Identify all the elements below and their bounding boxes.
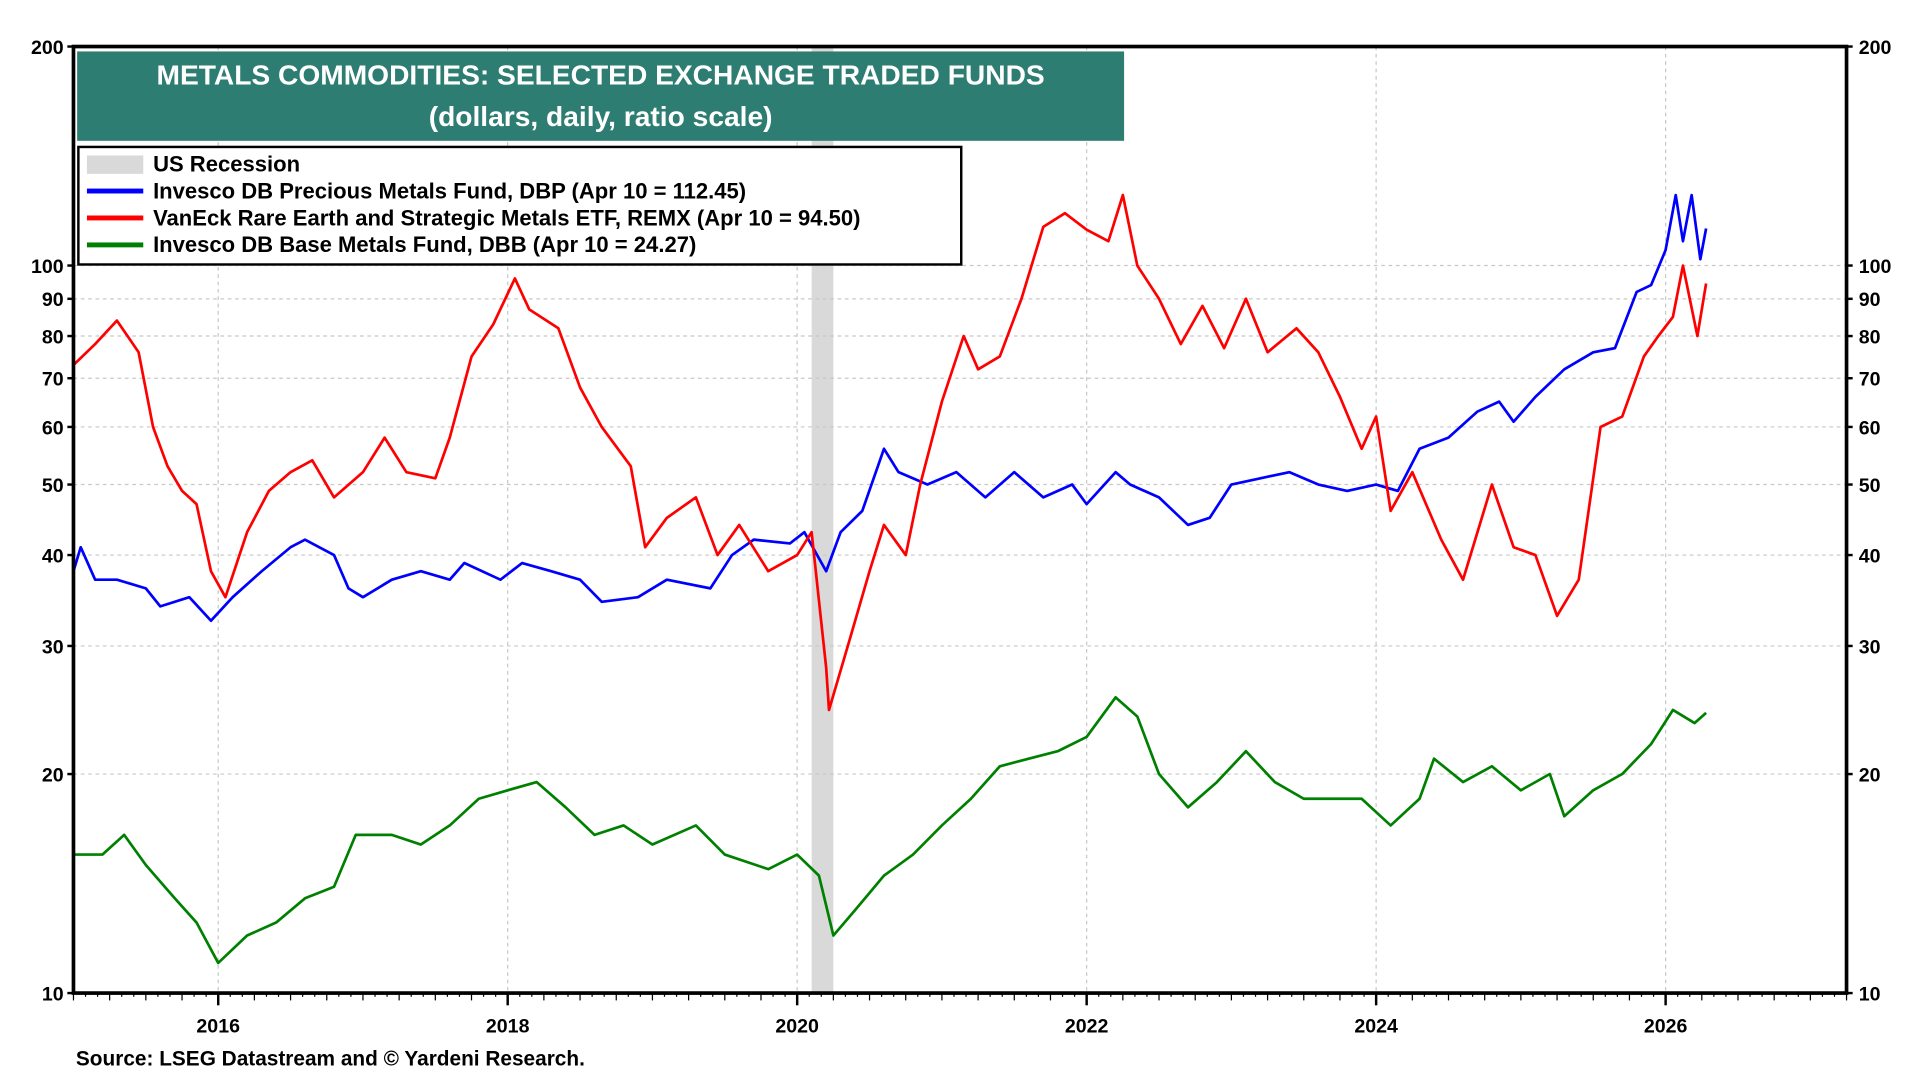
x-tick-label: 2016 [196, 1015, 240, 1037]
y-tick-label-left: 20 [42, 764, 64, 786]
x-tick-label: 2020 [775, 1015, 819, 1037]
y-tick-label-right: 200 [1859, 37, 1892, 59]
y-tick-label-right: 90 [1859, 289, 1881, 311]
plot-frame [71, 44, 1849, 995]
legend-label: Invesco DB Precious Metals Fund, DBP (Ap… [153, 178, 747, 203]
y-tick-label-left: 200 [31, 37, 64, 59]
chart-title: METALS COMMODITIES: SELECTED EXCHANGE TR… [156, 58, 1045, 91]
dbb-line [73, 696, 1707, 965]
legend-label: US Recession [153, 151, 301, 176]
source-note: Source: LSEG Datastream and © Yardeni Re… [75, 1046, 585, 1071]
x-tick-label: 2026 [1644, 1015, 1688, 1037]
y-tick-label-right: 20 [1859, 764, 1881, 786]
y-tick-label-left: 40 [42, 545, 64, 567]
y-tick-label-left: 80 [42, 326, 64, 348]
legend-item-dbp: Invesco DB Precious Metals Fund, DBP (Ap… [86, 178, 747, 205]
legend-label: VanEck Rare Earth and Strategic Metals E… [153, 205, 861, 230]
dbp-line [72, 193, 1708, 623]
y-tick-label-right: 40 [1859, 545, 1881, 567]
dbb-swatch [86, 242, 144, 248]
recession-swatch [86, 154, 144, 174]
x-tick-label: 2022 [1065, 1015, 1109, 1037]
y-tick-label-left: 90 [42, 289, 64, 311]
y-tick-label-right: 80 [1859, 326, 1881, 348]
y-tick-label-right: 50 [1859, 475, 1881, 497]
legend: US Recession Invesco DB Precious Metals … [77, 145, 963, 266]
y-tick-label-left: 50 [42, 475, 64, 497]
x-tick-label: 2024 [1354, 1015, 1398, 1037]
y-tick-label-left: 70 [42, 369, 64, 391]
chart-title-box: METALS COMMODITIES: SELECTED EXCHANGE TR… [77, 51, 1125, 141]
y-tick-label-right: 30 [1859, 636, 1881, 658]
y-tick-label-left: 60 [42, 417, 64, 439]
chart-subtitle: (dollars, daily, ratio scale) [428, 100, 773, 133]
legend-item-dbb: Invesco DB Base Metals Fund, DBB (Apr 10… [86, 231, 697, 258]
y-tick-label-left: 30 [42, 636, 64, 658]
legend-item-recession: US Recession [86, 151, 301, 178]
remx-line [72, 193, 1708, 712]
y-tick-label-left: 10 [42, 983, 64, 1005]
y-tick-label-right: 10 [1859, 983, 1881, 1005]
y-tick-label-right: 100 [1859, 256, 1892, 278]
recession-band [811, 46, 834, 994]
dbp-swatch [86, 188, 144, 194]
legend-item-remx: VanEck Rare Earth and Strategic Metals E… [86, 204, 861, 231]
y-tick-label-right: 70 [1859, 369, 1881, 391]
remx-swatch [86, 215, 144, 221]
y-tick-label-left: 100 [31, 256, 64, 278]
legend-label: Invesco DB Base Metals Fund, DBB (Apr 10… [153, 232, 697, 257]
y-tick-label-right: 60 [1859, 417, 1881, 439]
x-tick-label: 2018 [486, 1015, 530, 1037]
